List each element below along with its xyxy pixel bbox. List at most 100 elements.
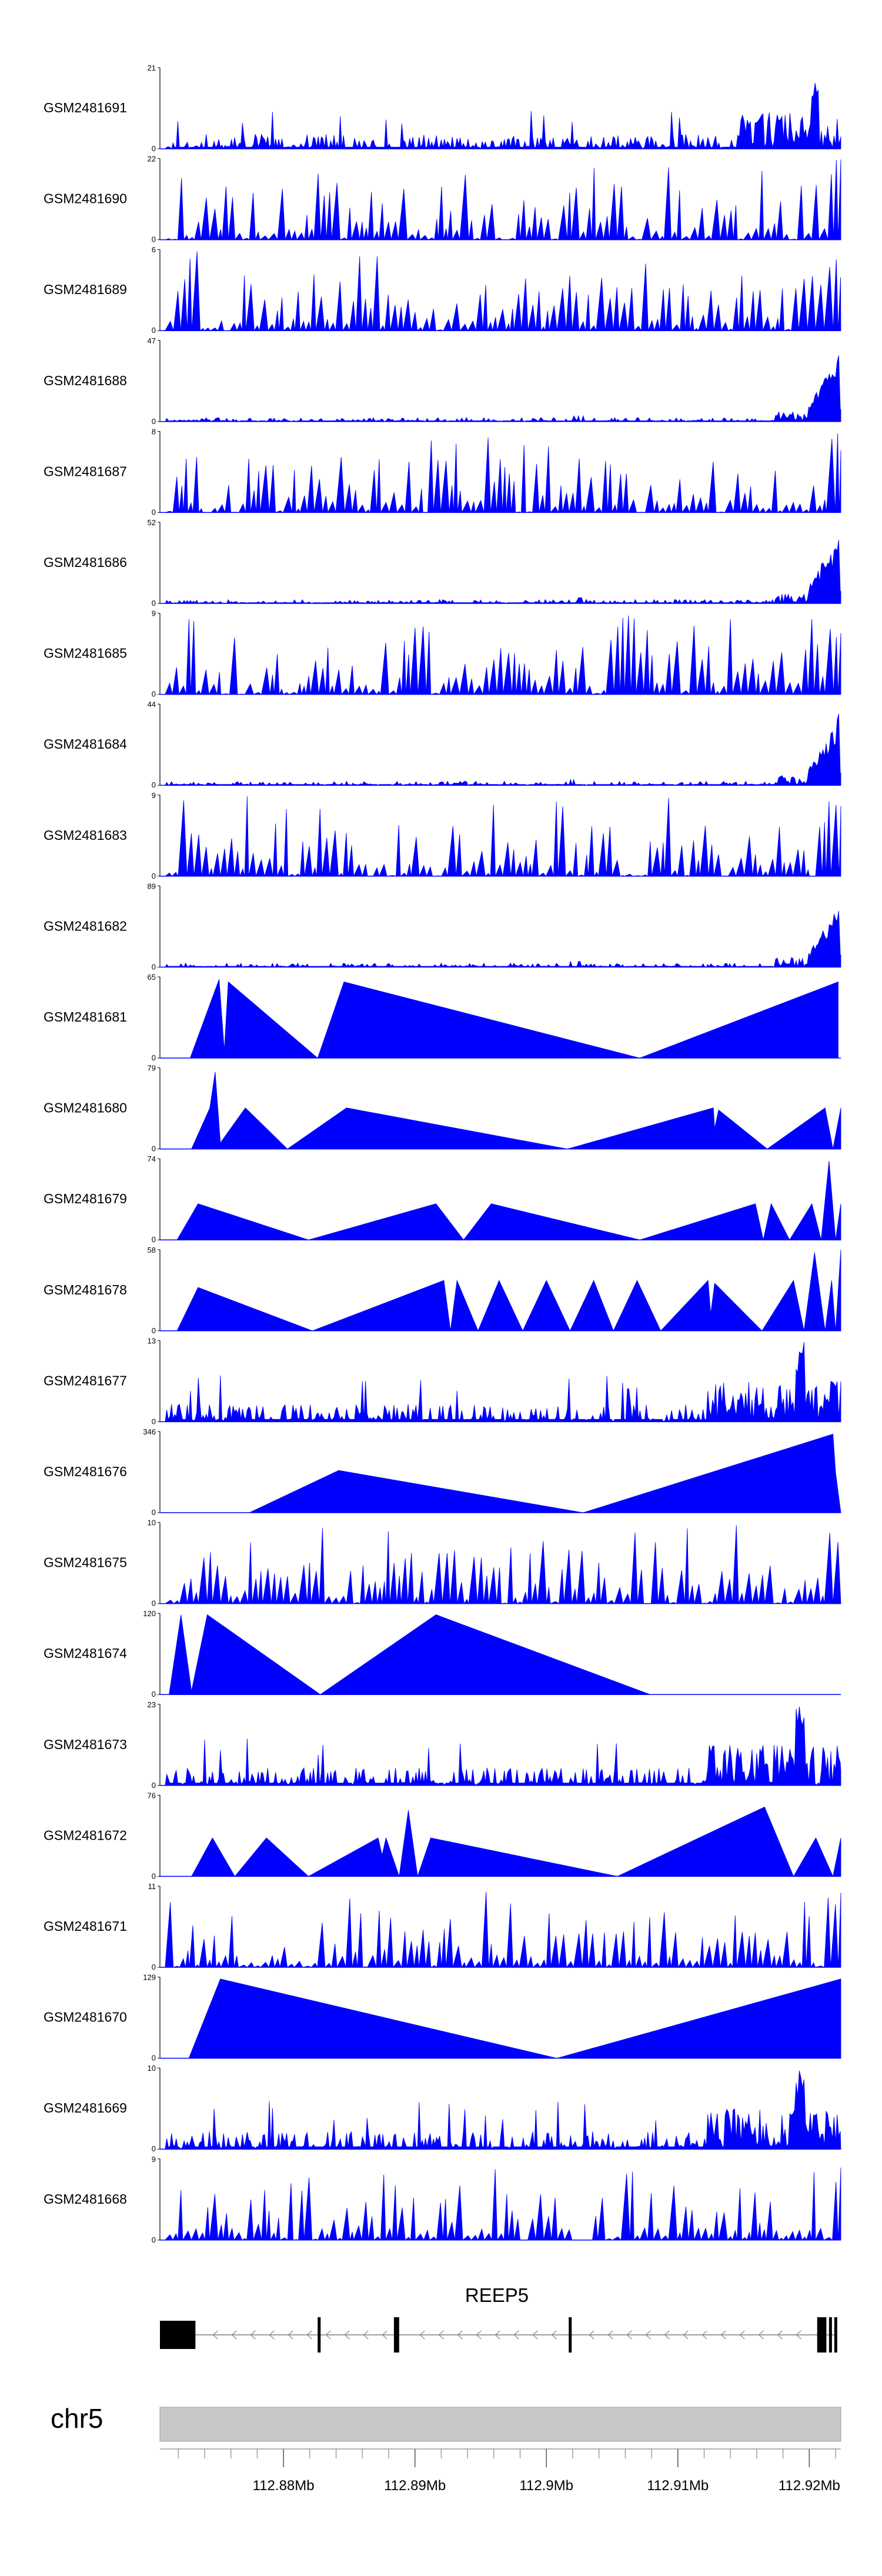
y-zero-label: 0: [152, 962, 156, 971]
track-label: GSM2481685: [44, 646, 127, 661]
strand-arrow: [758, 2330, 764, 2340]
y-zero-label: 0: [152, 1326, 156, 1335]
strand-arrow: [796, 2330, 801, 2340]
y-zero-label: 0: [152, 2235, 156, 2244]
y-max-label: 65: [148, 973, 156, 982]
y-zero-label: 0: [152, 1871, 156, 1880]
y-zero-label: 0: [152, 417, 156, 426]
track-label: GSM2481684: [44, 736, 127, 752]
y-max-label: 79: [148, 1064, 156, 1073]
y-max-label: 47: [148, 336, 156, 345]
y-zero-label: 0: [152, 1235, 156, 1244]
coverage-area-GSM2481668: [165, 2167, 841, 2241]
strand-arrow: [664, 2330, 670, 2340]
y-max-label: 346: [143, 1427, 156, 1436]
coverage-area-GSM2481670: [188, 1978, 841, 2059]
y-zero-label: 0: [152, 144, 156, 153]
chromosome-ideogram: [159, 2407, 841, 2442]
y-max-label: 9: [152, 609, 156, 618]
gene-exon: [817, 2317, 827, 2353]
gene-exon: [318, 2317, 321, 2353]
y-max-label: 89: [148, 882, 156, 890]
strand-arrow: [382, 2330, 387, 2340]
track-label: GSM2481678: [44, 1282, 127, 1297]
strand-arrow: [325, 2330, 331, 2340]
strand-arrow: [250, 2330, 256, 2340]
coverage-area-GSM2481674: [169, 1614, 650, 1695]
strand-arrow: [476, 2330, 482, 2340]
strand-arrow: [457, 2330, 463, 2340]
y-zero-label: 0: [152, 1417, 156, 1426]
strand-arrow: [626, 2330, 632, 2340]
strand-arrow: [683, 2330, 689, 2340]
strand-arrow: [212, 2330, 218, 2340]
strand-arrow: [551, 2330, 557, 2340]
y-zero-label: 0: [152, 872, 156, 880]
y-zero-label: 0: [152, 780, 156, 789]
strand-arrow: [438, 2330, 444, 2340]
track-label: GSM2481675: [44, 1555, 127, 1570]
track-label: GSM2481677: [44, 1373, 127, 1388]
strand-arrow: [288, 2330, 293, 2340]
coverage-area-GSM2481677: [165, 1342, 841, 1423]
track-label: GSM2481670: [44, 2010, 127, 2025]
y-zero-label: 0: [152, 1053, 156, 1062]
strand-arrow: [720, 2330, 726, 2340]
track-label: GSM2481668: [44, 2191, 127, 2207]
y-max-label: 58: [148, 1246, 156, 1254]
axis-tick-label: 112.88Mb: [253, 2478, 315, 2494]
axis-tick-label: 112.92Mb: [779, 2478, 840, 2494]
track-label: GSM2481682: [44, 918, 127, 933]
y-max-label: 52: [148, 518, 156, 527]
track-label: GSM2481690: [44, 191, 127, 206]
y-zero-label: 0: [152, 690, 156, 699]
gene-exon: [828, 2317, 832, 2353]
strand-arrow: [231, 2330, 237, 2340]
y-max-label: 23: [148, 1700, 156, 1709]
y-zero-label: 0: [152, 2054, 156, 2063]
gene-exon: [834, 2317, 837, 2353]
strand-arrow: [419, 2330, 425, 2340]
coverage-area-GSM2481678: [176, 1249, 841, 1332]
y-zero-label: 0: [152, 326, 156, 335]
track-label: GSM2481683: [44, 827, 127, 843]
coverage-area-GSM2481689: [165, 251, 841, 332]
coverage-area-GSM2481672: [191, 1806, 841, 1877]
chromosome-label: chr5: [51, 2403, 103, 2434]
strand-arrow: [739, 2330, 745, 2340]
y-max-label: 44: [148, 700, 156, 709]
y-max-label: 11: [148, 1882, 156, 1891]
track-label: GSM2481673: [44, 1737, 127, 1752]
track-label: GSM2481689: [44, 282, 127, 297]
y-max-label: 22: [148, 155, 156, 163]
coverage-area-GSM2481684: [165, 713, 841, 786]
y-max-label: 21: [148, 64, 156, 72]
coverage-area-GSM2481683: [164, 796, 841, 877]
coverage-area-GSM2481691: [164, 83, 841, 149]
coverage-area-GSM2481681: [189, 979, 838, 1059]
track-label: GSM2481691: [44, 100, 127, 115]
track-label: GSM2481674: [44, 1646, 127, 1661]
coverage-area-GSM2481690: [165, 159, 841, 241]
axis-tick-label: 112.91Mb: [647, 2478, 709, 2494]
strand-arrow: [532, 2330, 538, 2340]
track-label: GSM2481680: [44, 1100, 127, 1116]
y-max-label: 76: [148, 1791, 156, 1800]
gene-exon: [393, 2317, 399, 2353]
coverage-area-GSM2481669: [165, 2070, 841, 2150]
y-max-label: 10: [148, 2064, 156, 2073]
strand-arrow: [513, 2330, 519, 2340]
y-zero-label: 0: [152, 1781, 156, 1790]
y-max-label: 9: [152, 791, 156, 800]
track-label: GSM2481669: [44, 2100, 127, 2115]
strand-arrow: [306, 2330, 312, 2340]
y-max-label: 9: [152, 2155, 156, 2164]
coverage-area-GSM2481671: [165, 1891, 841, 1968]
strand-arrow: [269, 2330, 275, 2340]
y-max-label: 129: [143, 1973, 156, 1982]
y-max-label: 120: [143, 1609, 156, 1618]
y-zero-label: 0: [152, 1144, 156, 1153]
strand-arrow: [495, 2330, 500, 2340]
gene-exon: [569, 2317, 572, 2353]
